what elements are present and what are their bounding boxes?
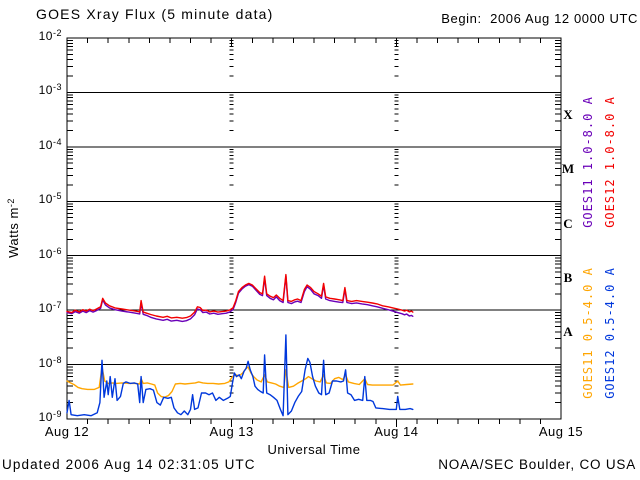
x-axis-tick-label: Aug 14 [374,424,419,439]
y-axis-tick-label: 10-7 [38,300,62,316]
chart-title: GOES Xray Flux (5 minute data) [36,6,274,22]
flare-class-label-x: X [563,106,573,122]
y-axis-title: Watts m-2 [6,158,22,298]
series-label-goes12-1-0-8-0-a: GOES12 1.0-8.0 A [603,96,617,228]
flare-class-label-a: A [563,324,573,340]
flare-class-label-c: C [563,215,573,231]
x-axis-tick-label: Aug 12 [44,424,90,439]
footer-updated-label: Updated 2006 Aug 14 02:31:05 UTC [2,457,256,472]
y-axis-tick-label: 10-8 [38,354,62,370]
y-axis-tick-label: 10-3 [38,82,62,98]
flare-class-label-b: B [563,269,573,285]
series-label-goes11-0-5-4-0-a: GOES11 0.5-4.0 A [581,267,595,399]
y-axis-tick-label: 10-6 [38,245,62,261]
series-label-goes11-1-0-8-0-a: GOES11 1.0-8.0 A [581,96,595,228]
x-axis-tick-label: Aug 13 [209,424,254,439]
x-axis-title: Universal Time [267,442,361,457]
flare-class-label-m: M [561,161,575,177]
begin-timestamp-label: Begin: 2006 Aug 12 0000 UTC [441,11,638,26]
x-axis-tick-label: Aug 15 [538,424,584,439]
y-axis-tick-label: 10-4 [38,136,62,152]
y-axis-tick-label: 10-9 [38,409,62,424]
y-axis-tick-label: 10-2 [38,28,62,43]
y-axis-tick-label: 10-5 [38,191,62,207]
footer-source-label: NOAA/SEC Boulder, CO USA [438,457,636,472]
series-label-goes12-0-5-4-0-a: GOES12 0.5-4.0 A [603,267,617,399]
